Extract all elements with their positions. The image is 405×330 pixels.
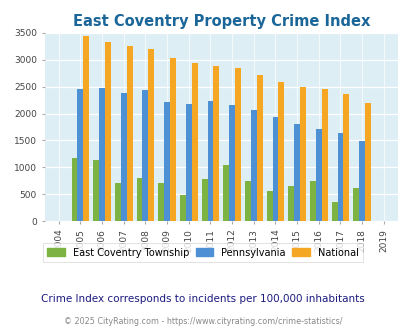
- Bar: [185, 104, 191, 221]
- Bar: [272, 117, 278, 221]
- Bar: [299, 87, 305, 221]
- Bar: [164, 102, 170, 221]
- Bar: [191, 63, 197, 221]
- Bar: [170, 58, 175, 221]
- Bar: [136, 178, 142, 221]
- Bar: [121, 93, 126, 221]
- Bar: [343, 94, 348, 221]
- Bar: [99, 88, 105, 221]
- Bar: [250, 110, 256, 221]
- Bar: [256, 75, 262, 221]
- Bar: [148, 49, 154, 221]
- Bar: [142, 90, 148, 221]
- Bar: [158, 183, 164, 221]
- Bar: [315, 129, 321, 221]
- Legend: East Coventry Township, Pennsylvania, National: East Coventry Township, Pennsylvania, Na…: [43, 243, 362, 262]
- Bar: [278, 82, 284, 221]
- Bar: [126, 46, 132, 221]
- Bar: [294, 124, 299, 221]
- Bar: [105, 42, 111, 221]
- Bar: [352, 188, 358, 221]
- Bar: [83, 36, 89, 221]
- Text: © 2025 CityRating.com - https://www.cityrating.com/crime-statistics/: © 2025 CityRating.com - https://www.city…: [64, 317, 341, 326]
- Bar: [321, 89, 327, 221]
- Bar: [266, 191, 272, 221]
- Bar: [71, 158, 77, 221]
- Bar: [93, 160, 99, 221]
- Bar: [77, 89, 83, 221]
- Bar: [364, 103, 370, 221]
- Text: Crime Index corresponds to incidents per 100,000 inhabitants: Crime Index corresponds to incidents per…: [41, 294, 364, 304]
- Bar: [309, 181, 315, 221]
- Bar: [207, 101, 213, 221]
- Bar: [179, 195, 185, 221]
- Bar: [337, 134, 343, 221]
- Bar: [288, 186, 294, 221]
- Title: East Coventry Property Crime Index: East Coventry Property Crime Index: [72, 14, 369, 29]
- Bar: [115, 183, 121, 221]
- Bar: [234, 68, 240, 221]
- Bar: [228, 105, 234, 221]
- Bar: [244, 181, 250, 221]
- Bar: [331, 202, 337, 221]
- Bar: [201, 180, 207, 221]
- Bar: [223, 165, 228, 221]
- Bar: [213, 66, 219, 221]
- Bar: [358, 141, 364, 221]
